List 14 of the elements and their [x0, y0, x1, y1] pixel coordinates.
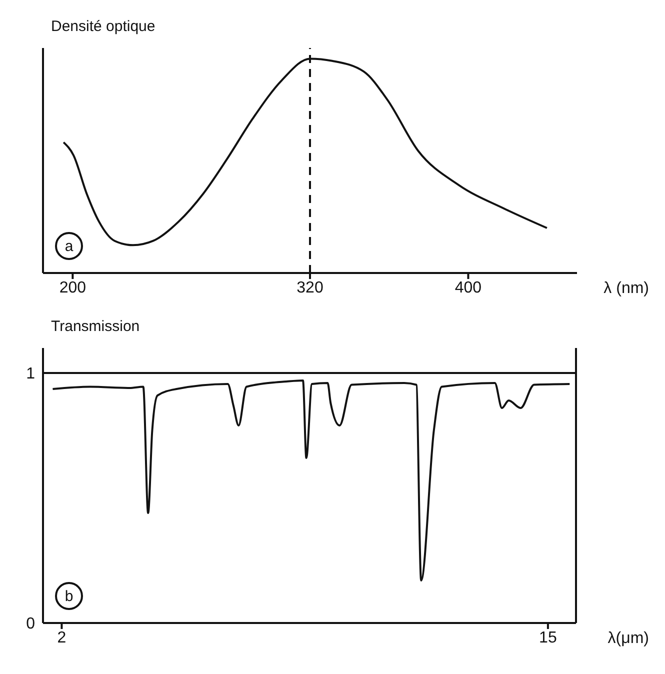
- annotation: b: [55, 582, 83, 610]
- x-axis-title: λ(μm): [608, 630, 649, 648]
- y-axis-title: Transmission: [51, 318, 140, 335]
- y-axis-title: Densité optique: [51, 18, 156, 35]
- x-tick-label: 2: [57, 629, 66, 646]
- x-axis-title: λ (nm): [604, 280, 649, 298]
- x-tick-label: 200: [59, 279, 86, 296]
- y-tick-label: 0: [26, 616, 36, 633]
- x-tick-label: 15: [539, 629, 557, 646]
- annotation: a: [55, 232, 83, 260]
- x-tick-label: 320: [296, 279, 324, 296]
- y-tick-label: 1: [26, 366, 36, 383]
- x-tick-label: 400: [454, 279, 482, 296]
- line-series: [52, 380, 571, 582]
